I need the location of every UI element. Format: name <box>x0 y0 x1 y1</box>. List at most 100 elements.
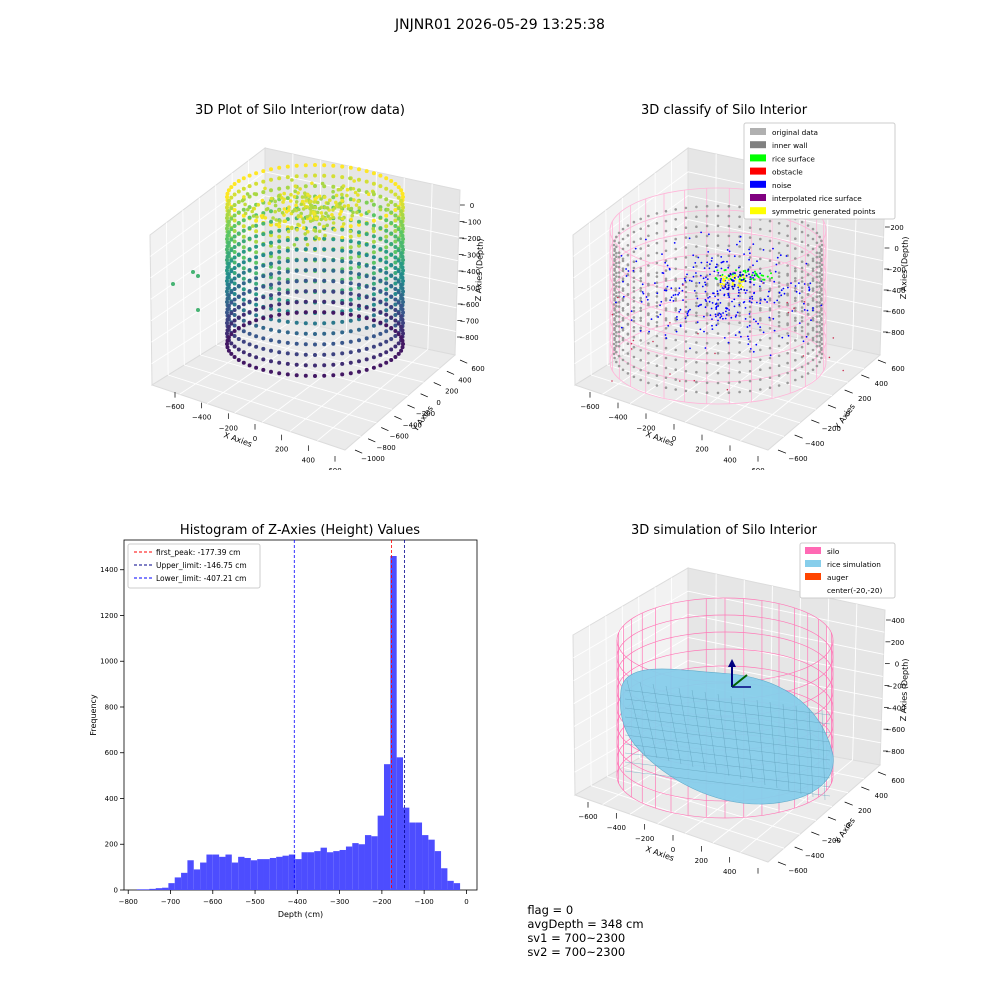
p2-wall-point <box>800 270 804 273</box>
p2-rice-point <box>721 273 724 276</box>
p2-wall-point <box>705 234 709 238</box>
p1-point <box>378 278 383 283</box>
p2-noise-point <box>630 310 633 313</box>
p2-obstacle-point <box>803 301 806 303</box>
p2-wall-point <box>800 326 804 329</box>
histogram-bar <box>276 856 283 890</box>
p2-wall-point <box>674 348 677 352</box>
p4-y-tick-mark <box>877 771 887 776</box>
p2-wall-point <box>655 334 659 338</box>
p2-wall-point <box>786 351 789 355</box>
p2-wall-point <box>748 290 752 294</box>
p1-point <box>241 270 246 275</box>
p2-noise-point <box>686 273 688 276</box>
p2-noise-point <box>757 322 759 325</box>
p2-wall-point <box>759 328 762 332</box>
p2-wall-point <box>626 333 630 336</box>
histogram-bar <box>320 847 327 890</box>
p1-point <box>277 239 282 244</box>
p1-point <box>294 163 299 168</box>
p2-wall-point <box>815 241 819 245</box>
p1-point <box>333 228 337 232</box>
p2-obstacle-point <box>723 285 725 287</box>
p1-point <box>314 216 319 221</box>
p2-wall-point <box>818 285 821 288</box>
p2-wall-point <box>639 279 642 283</box>
p1-point <box>378 320 383 325</box>
p2-wall-point <box>664 269 668 272</box>
p1-point <box>226 324 231 329</box>
p1-point <box>384 276 389 281</box>
p1-point <box>369 198 374 203</box>
p1-point <box>340 290 345 295</box>
p1-point <box>281 200 285 204</box>
p2-noise-point <box>747 268 750 271</box>
p1-point <box>225 254 230 259</box>
p2-wall-point <box>617 285 621 289</box>
p1-point <box>337 216 342 220</box>
p1-point <box>348 302 353 307</box>
p1-point <box>357 348 361 353</box>
p1-point <box>317 237 321 241</box>
p1-point <box>324 217 328 222</box>
p1-point <box>236 315 241 320</box>
p1-point <box>340 217 345 221</box>
p2-wall-point <box>815 275 819 279</box>
p1-point <box>399 219 404 224</box>
p1-point <box>225 216 229 220</box>
p2-wall-point <box>647 264 650 267</box>
p1-point <box>277 371 282 376</box>
p1-point <box>371 286 376 291</box>
p2-wall-point <box>815 255 819 259</box>
p2-noise-point <box>738 266 740 269</box>
p1-point <box>247 352 252 357</box>
p4-y-tick-label: 400 <box>875 792 888 800</box>
p2-wall-point <box>621 358 625 362</box>
p4-mesh-line <box>704 691 718 774</box>
p1-z-tick-label: 0 <box>470 202 474 210</box>
p2-wall-point <box>617 291 621 294</box>
p1-point <box>364 346 369 351</box>
p2-wall-point <box>800 309 804 313</box>
p1-point <box>277 208 281 212</box>
p1-x-tick-label: 200 <box>275 446 288 454</box>
p1-point <box>229 300 234 305</box>
p1-point <box>336 187 341 192</box>
p2-noise-point <box>737 291 740 294</box>
p1-point <box>285 319 290 324</box>
p1-point <box>225 268 229 273</box>
p2-wall-point <box>777 285 781 288</box>
p2-noise-point <box>719 316 722 319</box>
p1-point <box>297 207 301 212</box>
p1-x-tick-label: 600 <box>328 467 341 470</box>
p1-point <box>399 335 404 340</box>
p2-noise-point <box>712 292 714 295</box>
p1-point <box>269 327 273 332</box>
p1-point <box>226 209 231 214</box>
p2-wall-point <box>615 255 618 258</box>
p1-point <box>285 259 290 264</box>
p1-point <box>400 338 405 343</box>
p2-wall-point <box>615 275 618 278</box>
p2-noise-point <box>642 292 645 295</box>
p2-noise-point <box>708 300 711 303</box>
p2-wall-point <box>786 371 789 375</box>
p1-point <box>254 271 259 276</box>
p2-wall-point <box>800 335 804 339</box>
p2-noise-point <box>672 300 675 302</box>
p4-mesh-line <box>821 709 826 801</box>
p1-point <box>226 348 231 353</box>
p2-noise-point <box>707 297 709 299</box>
histogram-x-axis-label: Depth (cm) <box>278 910 323 919</box>
p2-wall-point <box>759 267 762 271</box>
p2-noise-point <box>705 300 708 302</box>
histogram-bar <box>364 835 372 890</box>
p1-point <box>331 320 336 325</box>
histogram-bar <box>314 851 321 890</box>
p2-noise-point <box>747 338 750 340</box>
p2-wall-point <box>626 362 630 365</box>
p1-point <box>384 360 389 365</box>
p1-point <box>260 198 265 203</box>
p1-point <box>254 281 259 286</box>
p1-point <box>225 328 230 333</box>
